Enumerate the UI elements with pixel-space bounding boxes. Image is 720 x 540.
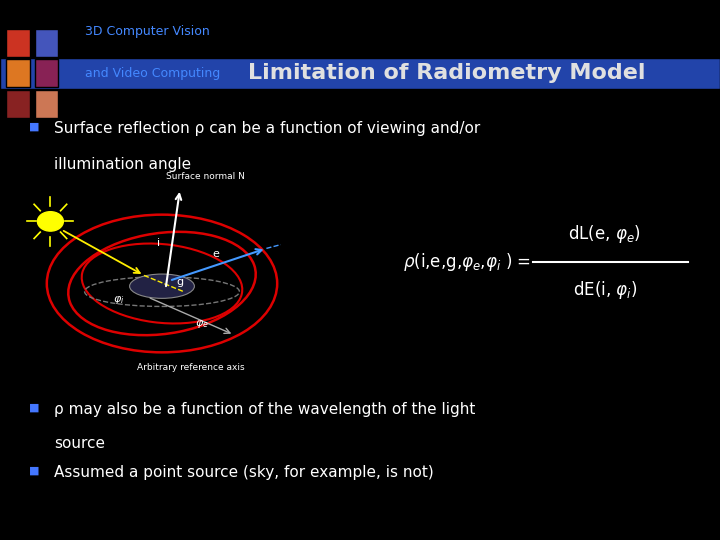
FancyBboxPatch shape: [0, 0, 720, 58]
Text: Assumed a point source (sky, for example, is not): Assumed a point source (sky, for example…: [54, 465, 433, 481]
Text: ■: ■: [29, 402, 40, 413]
Text: Limitation of Radiometry Model: Limitation of Radiometry Model: [248, 63, 645, 84]
Text: i: i: [157, 238, 160, 248]
Text: $\varphi_e$: $\varphi_e$: [194, 318, 209, 330]
Text: $\varphi_i$: $\varphi_i$: [113, 294, 125, 306]
FancyBboxPatch shape: [6, 59, 30, 87]
FancyBboxPatch shape: [35, 29, 58, 57]
FancyBboxPatch shape: [35, 90, 58, 118]
Text: g: g: [176, 278, 184, 287]
Text: $\rho$(i,e,g,$\varphi_e$,$\varphi_i$ ) =: $\rho$(i,e,g,$\varphi_e$,$\varphi_i$ ) =: [403, 251, 531, 273]
FancyBboxPatch shape: [0, 58, 720, 89]
FancyBboxPatch shape: [6, 90, 30, 118]
FancyBboxPatch shape: [35, 59, 58, 87]
Text: ρ may also be a function of the wavelength of the light: ρ may also be a function of the waveleng…: [54, 402, 475, 417]
Text: and Video Computing: and Video Computing: [85, 67, 220, 80]
Text: illumination angle: illumination angle: [54, 157, 191, 172]
Text: Surface reflection ρ can be a function of viewing and/or: Surface reflection ρ can be a function o…: [54, 122, 480, 137]
FancyBboxPatch shape: [6, 29, 30, 57]
Text: e: e: [212, 249, 220, 259]
Text: Surface normal N: Surface normal N: [166, 172, 245, 181]
Circle shape: [37, 212, 63, 231]
Ellipse shape: [130, 274, 194, 298]
Text: Arbitrary reference axis: Arbitrary reference axis: [137, 363, 245, 372]
Text: ■: ■: [29, 465, 40, 476]
Text: dL(e, $\varphi_e$): dL(e, $\varphi_e$): [568, 223, 642, 245]
Text: ■: ■: [29, 122, 40, 132]
Text: dE(i, $\varphi_i$): dE(i, $\varphi_i$): [572, 279, 637, 301]
Text: 3D Computer Vision: 3D Computer Vision: [85, 25, 210, 38]
Text: source: source: [54, 436, 105, 451]
